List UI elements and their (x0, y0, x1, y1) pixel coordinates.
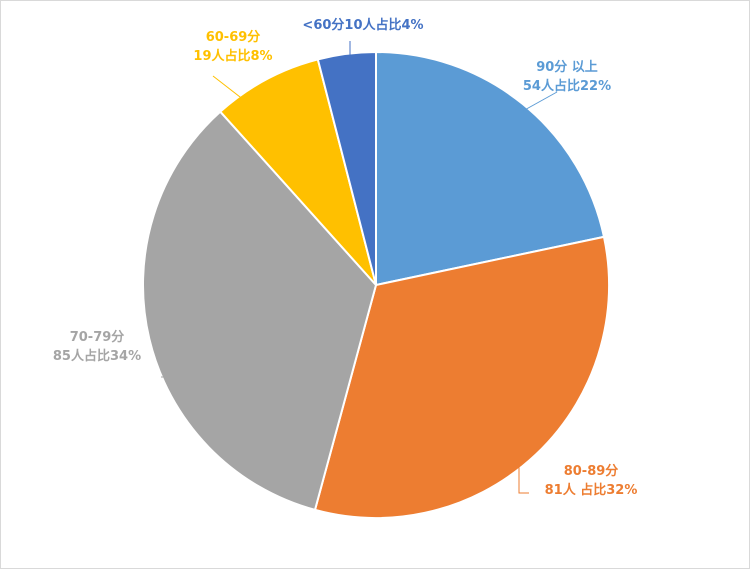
slice-label-detail: 81人 占比32% (545, 482, 638, 498)
leader-line-0 (520, 91, 558, 113)
pie-slice-3 (218, 58, 377, 286)
leader-lines (161, 41, 558, 494)
slice-label-detail: 19人占比8% (193, 48, 272, 64)
slice-label-category: <60分10人占比4% (302, 17, 423, 33)
pie-slice-2 (142, 110, 378, 512)
slice-label-3: 60-69分 19人占比8% (193, 29, 272, 64)
slice-label-category: 80-89分 (564, 463, 619, 479)
slice-label-detail: 85人占比34% (53, 348, 141, 364)
pie-slices (142, 50, 610, 519)
slice-label-2: 70-79分 85人占比34% (53, 329, 141, 364)
leader-line-3 (212, 75, 268, 119)
leader-line-1 (487, 452, 529, 494)
slice-label-detail: 54人占比22% (523, 78, 611, 94)
slice-label-0: 90分 以上 54人占比22% (523, 59, 611, 94)
slice-label-category: 60-69分 (206, 29, 261, 45)
slice-label-category: 90分 以上 (536, 59, 598, 75)
pie-slice-1 (313, 235, 610, 519)
slice-label-1: 80-89分 81人 占比32% (545, 463, 638, 498)
pie-slice-4 (316, 50, 377, 286)
slice-label-4: <60分10人占比4% (302, 17, 423, 33)
slice-labels: 90分 以上 54人占比22% 80-89分 81人 占比32% 70-79分 85人占比… (53, 17, 637, 498)
pie-slice-0 (375, 50, 606, 287)
slice-label-category: 70-79分 (70, 329, 125, 345)
